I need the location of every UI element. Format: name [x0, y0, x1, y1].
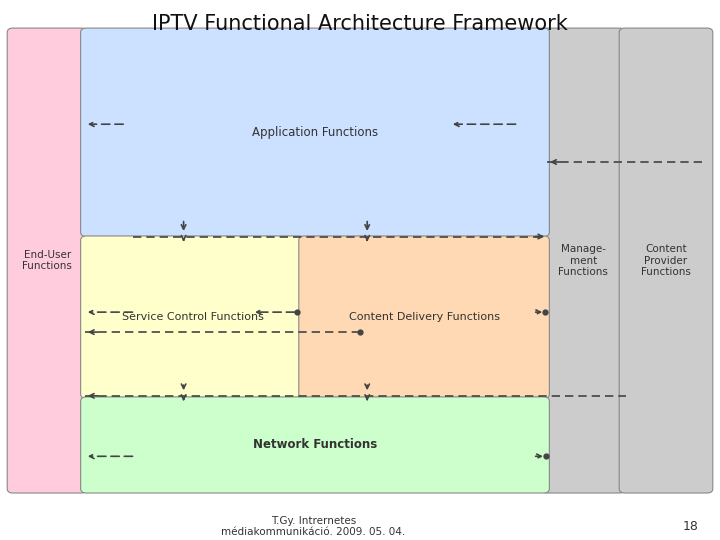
FancyBboxPatch shape — [7, 28, 87, 493]
FancyBboxPatch shape — [619, 28, 713, 493]
Text: T.Gy. Intrernetes
médiakommunikáció. 2009. 05. 04.: T.Gy. Intrernetes médiakommunikáció. 200… — [221, 516, 405, 537]
Text: Service Control Functions: Service Control Functions — [122, 312, 264, 322]
FancyBboxPatch shape — [81, 236, 305, 399]
Text: Manage-
ment
Functions: Manage- ment Functions — [558, 244, 608, 277]
FancyBboxPatch shape — [81, 397, 549, 493]
Text: Application Functions: Application Functions — [252, 126, 378, 139]
FancyBboxPatch shape — [81, 28, 549, 237]
Text: Content
Provider
Functions: Content Provider Functions — [641, 244, 691, 277]
Text: Network Functions: Network Functions — [253, 438, 377, 451]
Text: 18: 18 — [683, 520, 698, 533]
Text: Content Delivery Functions: Content Delivery Functions — [348, 312, 500, 322]
Text: End-User
Functions: End-User Functions — [22, 249, 72, 271]
Text: IPTV Functional Architecture Framework: IPTV Functional Architecture Framework — [152, 14, 568, 33]
FancyBboxPatch shape — [299, 236, 549, 399]
FancyBboxPatch shape — [541, 28, 625, 493]
